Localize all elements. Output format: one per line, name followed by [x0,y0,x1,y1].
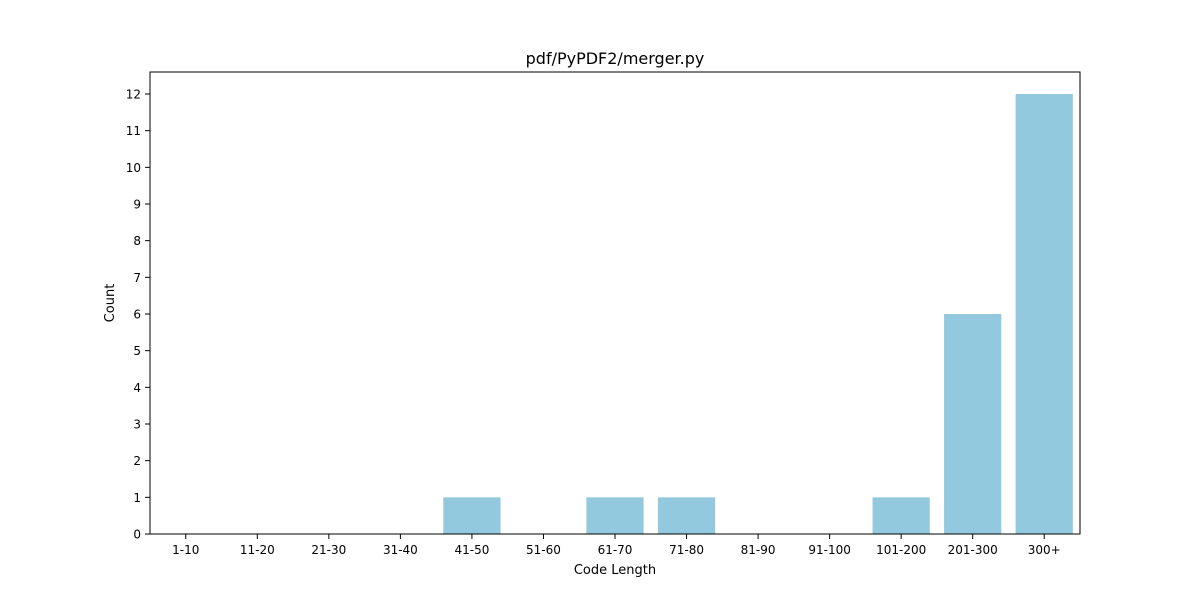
x-tick-label: 61-70 [598,543,633,557]
x-tick-label: 11-20 [240,543,275,557]
x-tick-label: 41-50 [454,543,489,557]
y-tick-label: 12 [126,88,141,102]
x-tick-label: 21-30 [311,543,346,557]
y-tick-label: 4 [133,381,141,395]
y-tick-label: 5 [133,344,141,358]
y-tick-label: 1 [133,491,141,505]
chart-title: pdf/PyPDF2/merger.py [526,49,705,68]
y-tick-label: 9 [133,198,141,212]
y-axis-label: Count [103,284,118,323]
y-tick-label: 2 [133,454,141,468]
y-tick-label: 8 [133,234,141,248]
y-tick-label: 3 [133,418,141,432]
x-tick-label: 101-200 [876,543,926,557]
x-tick-label: 51-60 [526,543,561,557]
plot-frame [149,71,1081,535]
x-tick-label: 91-100 [808,543,851,557]
x-tick-label: 81-90 [741,543,776,557]
y-tick-label: 6 [133,308,141,322]
bar-71-80 [657,497,716,534]
y-tick-label: 7 [133,271,141,285]
bar-201-300 [944,314,1002,534]
x-tick-label: 300+ [1028,543,1061,557]
bar-61-70 [586,497,644,534]
bars-layer [443,94,1073,534]
axes-layer: 1-10 11-20 21-30 31-40 41-50 51-60 61-70 71-80 8… [126,71,1081,557]
x-axis-label: Code Length [574,563,656,578]
y-tick-label: 0 [133,528,141,542]
y-tick-label: 11 [126,124,141,138]
y-tick-label: 10 [126,161,141,175]
bar-41-50 [443,497,501,534]
x-tick-label: 71-80 [669,543,704,557]
x-tick-label: 1-10 [172,543,199,557]
bar-300+ [1015,94,1073,534]
x-tick-label: 201-300 [948,543,998,557]
bar-101-200 [872,497,930,534]
x-tick-label: 31-40 [383,543,418,557]
